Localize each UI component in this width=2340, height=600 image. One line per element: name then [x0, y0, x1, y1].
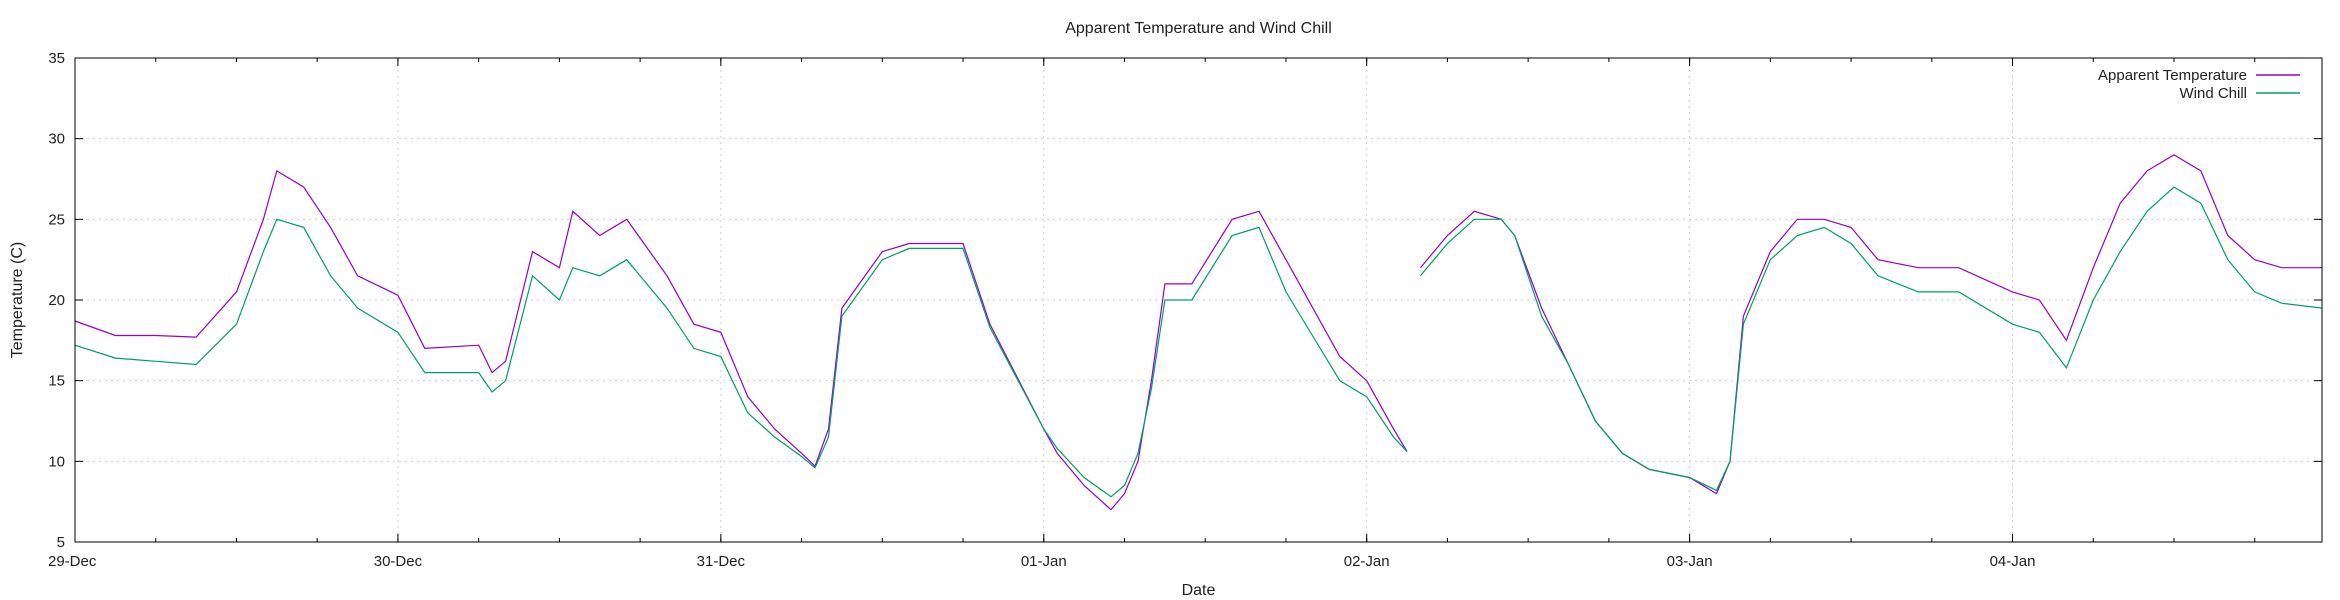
x-axis-label: Date: [1182, 582, 1216, 599]
grid-layer: [75, 58, 2322, 542]
x-tick-label: 31-Dec: [697, 553, 746, 570]
y-tick-label: 5: [57, 534, 65, 551]
x-tick-label: 30-Dec: [374, 553, 423, 570]
x-tick-label: 04-Jan: [1990, 553, 2036, 570]
x-tick-label: 01-Jan: [1021, 553, 1067, 570]
legend-label-wind-chill: Wind Chill: [2179, 85, 2247, 102]
series-line-wind-chill-1: [74, 218, 1408, 498]
legend: Apparent Temperature Wind Chill: [2098, 67, 2300, 102]
series-line-apparent-temperature-1: [74, 169, 1408, 511]
series-line-wind-chill-2: [1420, 186, 2323, 492]
y-tick-label: 20: [48, 292, 65, 309]
ticks-layer: [74, 57, 2322, 543]
x-tick-label: 02-Jan: [1344, 553, 1390, 570]
y-tick-label: 25: [48, 211, 65, 228]
x-tick-label: 03-Jan: [1667, 553, 1713, 570]
y-tick-label: 15: [48, 373, 65, 390]
y-tick-label: 35: [48, 50, 65, 67]
chart-title: Apparent Temperature and Wind Chill: [1065, 20, 1332, 37]
y-axis-label: Temperature (C): [9, 242, 26, 358]
x-tick-label: 29-Dec: [48, 553, 97, 570]
series-layer: [74, 154, 2323, 511]
series-line-apparent-temperature-2: [1420, 154, 2322, 495]
y-tick-label: 30: [48, 131, 65, 148]
y-tick-label: 10: [48, 453, 65, 470]
legend-label-apparent-temperature: Apparent Temperature: [2098, 67, 2247, 84]
labels-layer: 5 10 15 20 25 30 35 29-Dec 30-Dec 31-Dec 01-Jan 02-…: [48, 50, 2035, 570]
